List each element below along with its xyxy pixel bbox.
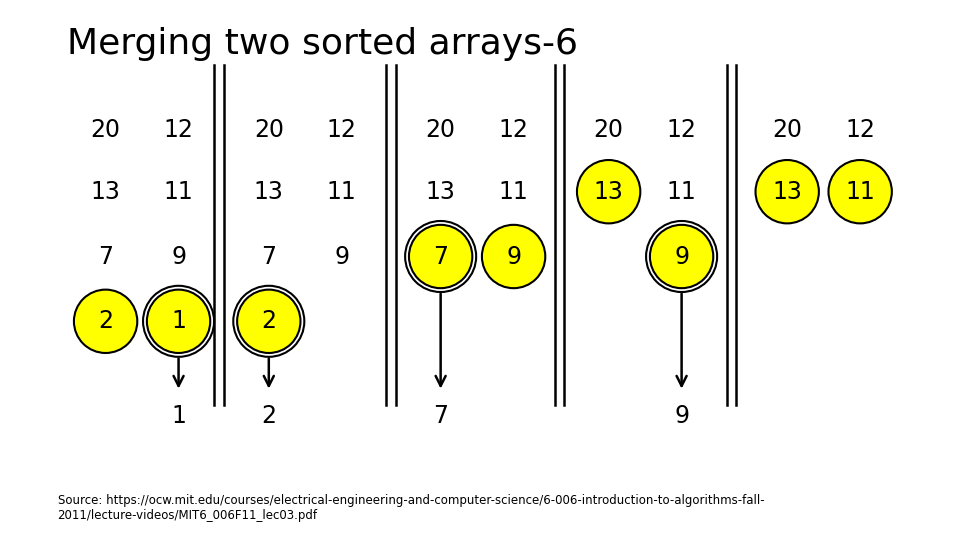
Text: 20: 20	[253, 118, 284, 141]
Text: Source: https://ocw.mit.edu/courses/electrical-engineering-and-computer-science/: Source: https://ocw.mit.edu/courses/elec…	[58, 494, 764, 522]
Text: 11: 11	[164, 180, 193, 204]
Text: 7: 7	[433, 404, 448, 428]
Text: 12: 12	[845, 118, 876, 141]
Text: 13: 13	[253, 180, 284, 204]
Text: 7: 7	[433, 245, 448, 268]
Text: 12: 12	[666, 118, 697, 141]
Text: 9: 9	[674, 404, 689, 428]
Text: 20: 20	[425, 118, 456, 141]
Ellipse shape	[828, 160, 892, 224]
Text: 11: 11	[667, 180, 696, 204]
Text: 13: 13	[90, 180, 121, 204]
Text: 7: 7	[98, 245, 113, 268]
Text: 12: 12	[163, 118, 194, 141]
Text: 13: 13	[593, 180, 624, 204]
Text: 2: 2	[261, 404, 276, 428]
Text: 2: 2	[261, 309, 276, 333]
Ellipse shape	[577, 160, 640, 224]
Ellipse shape	[756, 160, 819, 224]
Text: 13: 13	[772, 180, 803, 204]
Ellipse shape	[147, 289, 210, 353]
Text: 9: 9	[674, 245, 689, 268]
Text: 1: 1	[171, 404, 186, 428]
Ellipse shape	[409, 225, 472, 288]
Text: 12: 12	[498, 118, 529, 141]
Text: 9: 9	[171, 245, 186, 268]
Text: 2: 2	[98, 309, 113, 333]
Text: 1: 1	[171, 309, 186, 333]
Text: 9: 9	[506, 245, 521, 268]
Text: 12: 12	[326, 118, 357, 141]
Text: 11: 11	[846, 180, 875, 204]
Text: 11: 11	[499, 180, 528, 204]
Text: Merging two sorted arrays-6: Merging two sorted arrays-6	[67, 27, 578, 61]
Text: 9: 9	[334, 245, 349, 268]
Text: 20: 20	[772, 118, 803, 141]
Text: 20: 20	[90, 118, 121, 141]
Ellipse shape	[650, 225, 713, 288]
Text: 20: 20	[593, 118, 624, 141]
Text: 7: 7	[261, 245, 276, 268]
Ellipse shape	[74, 289, 137, 353]
Text: 13: 13	[425, 180, 456, 204]
Text: 11: 11	[327, 180, 356, 204]
Ellipse shape	[237, 289, 300, 353]
Ellipse shape	[482, 225, 545, 288]
